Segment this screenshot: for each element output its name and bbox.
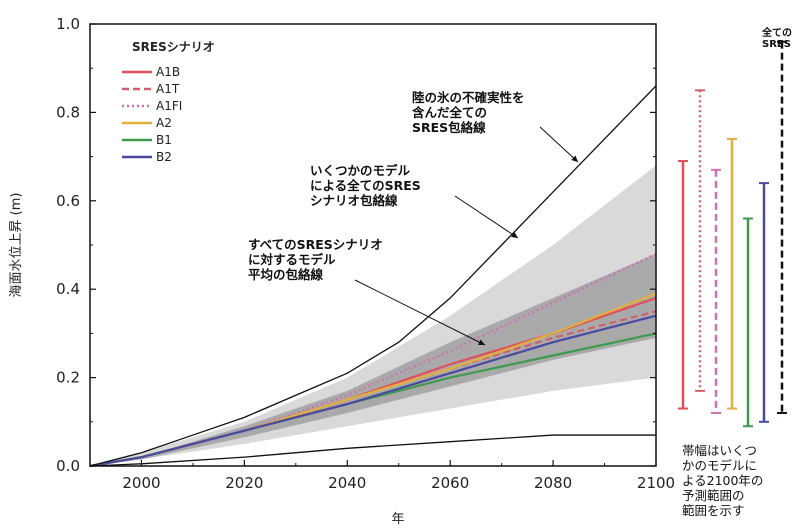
annotation-model-envelope: による全てのSRES — [310, 178, 421, 193]
envelope-fills — [90, 165, 656, 466]
y-tick-label: 0.8 — [56, 103, 80, 121]
series-line-b2 — [89, 314, 657, 468]
x-tick-label: 2040 — [328, 474, 366, 492]
range-bars-2100 — [678, 40, 787, 428]
annotation-range-bars: よる2100年の — [682, 473, 763, 488]
annotation-arrowhead — [478, 339, 485, 345]
legend: SRESシナリオ A1B A1T A1FI A2 B1 B2 — [122, 40, 215, 164]
annotation-arrowhead — [571, 155, 578, 162]
model-mean-envelope-band — [90, 253, 656, 466]
legend-label-a1fi: A1FI — [156, 99, 182, 113]
all-sres-label: SRES — [762, 39, 791, 50]
model-envelope-band — [90, 165, 656, 466]
legend-label-a2: A2 — [156, 116, 172, 130]
tick-marks: 2000 2020 2040 2060 2080 2100 0.0 0.2 0.4 0.6 0.8 1… — [56, 15, 675, 492]
series-lines — [89, 85, 657, 468]
y-axis-label: 海面水位上昇 (m) — [9, 193, 24, 298]
annotation-ice-envelope: 陸の氷の不確実性を — [412, 90, 525, 105]
x-tick-label: 2100 — [637, 474, 675, 492]
annotation-model-envelope: いくつかのモデル — [310, 163, 411, 178]
x-tick-label: 2080 — [534, 474, 572, 492]
annotation-arrow — [454, 195, 519, 239]
annotation-model-envelope: シナリオ包絡線 — [310, 193, 398, 208]
annotation-range-bars: 予測範囲の — [682, 488, 745, 503]
x-axis-label: 年 — [391, 512, 404, 527]
y-tick-label: 0.6 — [56, 192, 80, 210]
legend-label-b1: B1 — [156, 133, 172, 147]
annotation-mean-envelope: すべてのSRESシナリオ — [248, 237, 383, 252]
annotation-range-bars: 帯幅はいくつ — [682, 443, 757, 458]
annotation-range-bars: 範囲を示す — [682, 503, 745, 518]
x-tick-label: 2000 — [122, 474, 160, 492]
x-tick-label: 2060 — [431, 474, 469, 492]
annotation-mean-envelope: に対するモデル — [248, 252, 336, 267]
annotation-ice-envelope: 含んだ全ての — [411, 105, 487, 120]
annotation-arrow — [539, 126, 579, 163]
annotation-arrowhead — [511, 231, 518, 238]
legend-label-a1b: A1B — [156, 65, 180, 79]
legend-title: SRESシナリオ — [132, 40, 215, 54]
y-tick-label: 0.4 — [56, 280, 80, 298]
y-tick-label: 0.0 — [56, 457, 80, 475]
legend-label-a1t: A1T — [156, 82, 180, 96]
annotation-ice-envelope: SRES包絡線 — [412, 120, 486, 135]
y-tick-label: 1.0 — [56, 15, 80, 33]
annotations: 陸の氷の不確実性を含んだ全てのSRES包絡線いくつかのモデルによる全てのSRES… — [248, 26, 792, 518]
annotation-arrow — [354, 279, 486, 346]
x-tick-label: 2020 — [225, 474, 263, 492]
annotation-range-bars: かのモデルに — [682, 458, 757, 473]
ice-envelope-upper — [89, 85, 657, 467]
all-sres-label: 全ての — [761, 26, 792, 39]
y-tick-label: 0.2 — [56, 369, 80, 387]
annotation-mean-envelope: 平均の包絡線 — [248, 267, 324, 282]
legend-label-b2: B2 — [156, 150, 172, 164]
